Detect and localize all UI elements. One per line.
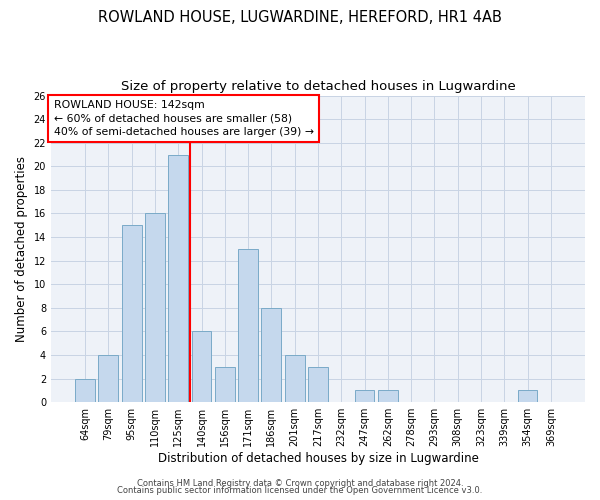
Bar (215, 367, 235, 402)
Text: Contains HM Land Registry data © Crown copyright and database right 2024.: Contains HM Land Registry data © Crown c… (137, 478, 463, 488)
Bar (75, 378, 95, 402)
Bar (122, 226, 142, 402)
Bar (285, 355, 305, 402)
Text: ROWLAND HOUSE: 142sqm
← 60% of detached houses are smaller (58)
40% of semi-deta: ROWLAND HOUSE: 142sqm ← 60% of detached … (53, 100, 314, 136)
Bar (169, 154, 188, 402)
Bar (355, 390, 374, 402)
Title: Size of property relative to detached houses in Lugwardine: Size of property relative to detached ho… (121, 80, 515, 93)
Y-axis label: Number of detached properties: Number of detached properties (15, 156, 28, 342)
Bar (145, 214, 165, 402)
Bar (98, 355, 118, 402)
Bar (238, 249, 258, 402)
Bar (518, 390, 538, 402)
Bar (378, 390, 398, 402)
Text: Contains public sector information licensed under the Open Government Licence v3: Contains public sector information licen… (118, 486, 482, 495)
Text: ROWLAND HOUSE, LUGWARDINE, HEREFORD, HR1 4AB: ROWLAND HOUSE, LUGWARDINE, HEREFORD, HR1… (98, 10, 502, 25)
Bar (191, 332, 211, 402)
Bar (262, 308, 281, 402)
X-axis label: Distribution of detached houses by size in Lugwardine: Distribution of detached houses by size … (158, 452, 478, 465)
Bar (308, 367, 328, 402)
